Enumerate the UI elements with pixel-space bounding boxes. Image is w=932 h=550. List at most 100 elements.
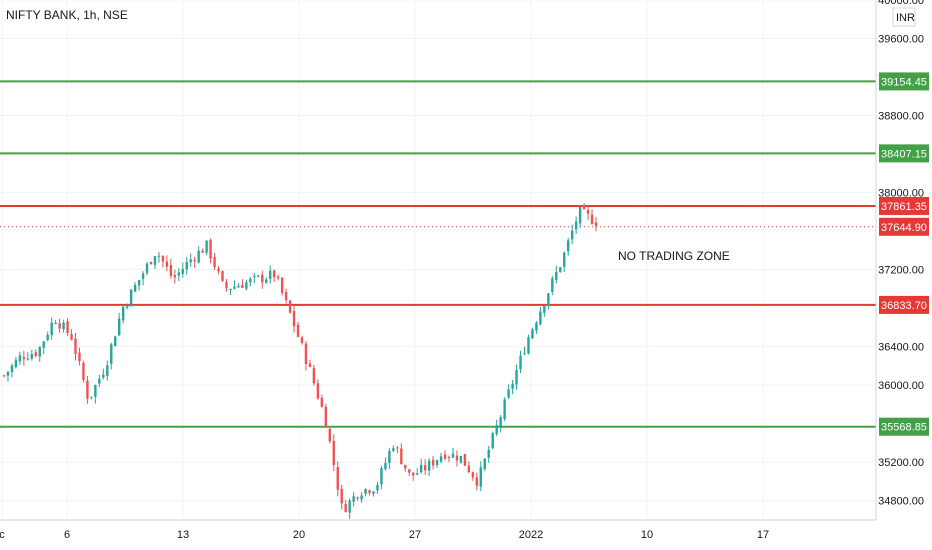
candle-body [590,214,594,224]
candle-body [6,371,10,376]
candle-body [483,458,486,470]
currency-label: INR [896,12,915,24]
candle-body [559,267,562,272]
candle-body [137,279,141,286]
candle-body [515,369,518,385]
candle-body [479,467,482,487]
candle-body [22,357,26,360]
candle-body [594,222,598,226]
candle-body [38,347,41,357]
y-tick-label: 37200.00 [878,265,924,277]
candle-body [416,473,419,475]
candle-body [316,383,320,399]
level-label-box [879,196,929,215]
candle-body [523,353,526,355]
candle-body [360,495,363,500]
candle-body [539,311,542,325]
level-label: 37644.90 [881,222,927,234]
candle-body [499,417,502,427]
x-tick-label: 2022 [519,529,543,541]
candle-body [125,305,129,308]
candle-body [185,261,188,270]
candle-body [110,344,113,364]
candle-body [555,271,558,280]
candle-body [272,270,276,278]
candle-body [145,263,149,273]
candle-body [582,205,586,210]
currency-badge[interactable] [892,7,916,27]
candle-body [340,488,343,504]
candle-body [78,352,81,362]
candle-body [292,311,296,327]
level-labels: 39154.45 38407.15 37861.35 37644.90 36833.70… [879,72,929,436]
candle-body [455,455,459,461]
y-axis[interactable]: 40000.00 39600.00 38800.00 38000.00 37200.00… [878,0,924,508]
level-label-box [879,217,929,236]
candle-body [209,239,212,259]
candle-body [527,337,530,354]
candle-body [396,447,399,449]
candle-body [189,259,192,263]
candle-body [225,281,228,289]
candle-body [42,341,45,348]
candle-body [384,462,387,470]
candle-body [288,300,292,313]
candle-body [284,292,288,301]
candle-body [408,469,411,473]
candle-body [237,285,240,288]
x-tick-label: 13 [177,529,189,541]
level-label: 36833.70 [881,300,927,312]
candle-body [141,273,145,279]
candle-body [400,448,403,465]
x-axis[interactable]: c 6 13 20 27 2022 10 17 [0,529,769,541]
candle-body [507,389,510,398]
candle-body [404,464,407,469]
candle-body [380,468,383,485]
candle-body [491,433,494,449]
candle-body [229,288,232,291]
candle-body [54,323,57,325]
candle-body [388,450,391,464]
candle-body [376,484,379,491]
y-tick-label: 36400.00 [878,342,924,354]
candle-body [173,275,177,278]
y-tick-label: 38800.00 [878,111,924,123]
y-tick-label: 39600.00 [878,34,924,46]
candle-body [74,338,77,354]
candle-body [265,279,268,283]
candle-body [58,323,61,329]
candle-body [161,256,165,262]
candle-body [503,399,506,420]
x-tick-label: 10 [641,529,653,541]
candle-body [336,467,339,490]
candle-body [551,278,554,292]
candle-body [547,293,550,306]
candle-body [487,449,490,458]
candle-body [82,362,85,381]
x-tick-label: c [0,529,5,541]
level-label-box [879,295,929,314]
candle-body [121,306,125,321]
candle-body [18,355,22,362]
candle-body [169,264,173,276]
candle-body [567,240,570,252]
candle-body [332,440,335,466]
candle-body [427,460,431,471]
candle-body [352,496,355,502]
level-label-box [879,72,929,91]
candle-body [511,383,514,389]
candle-body [392,448,395,451]
level-label: 39154.45 [881,76,927,88]
x-tick-label: 6 [64,529,70,541]
candle-body [149,262,153,265]
candle-body [102,374,105,378]
candle-body [368,490,371,494]
candle-body [451,453,455,458]
candle-body [431,459,435,466]
x-tick-label: 17 [757,529,769,541]
candle-body [193,259,196,262]
candle-body [46,334,49,340]
candle-body [372,491,375,494]
candle-body [344,504,347,513]
